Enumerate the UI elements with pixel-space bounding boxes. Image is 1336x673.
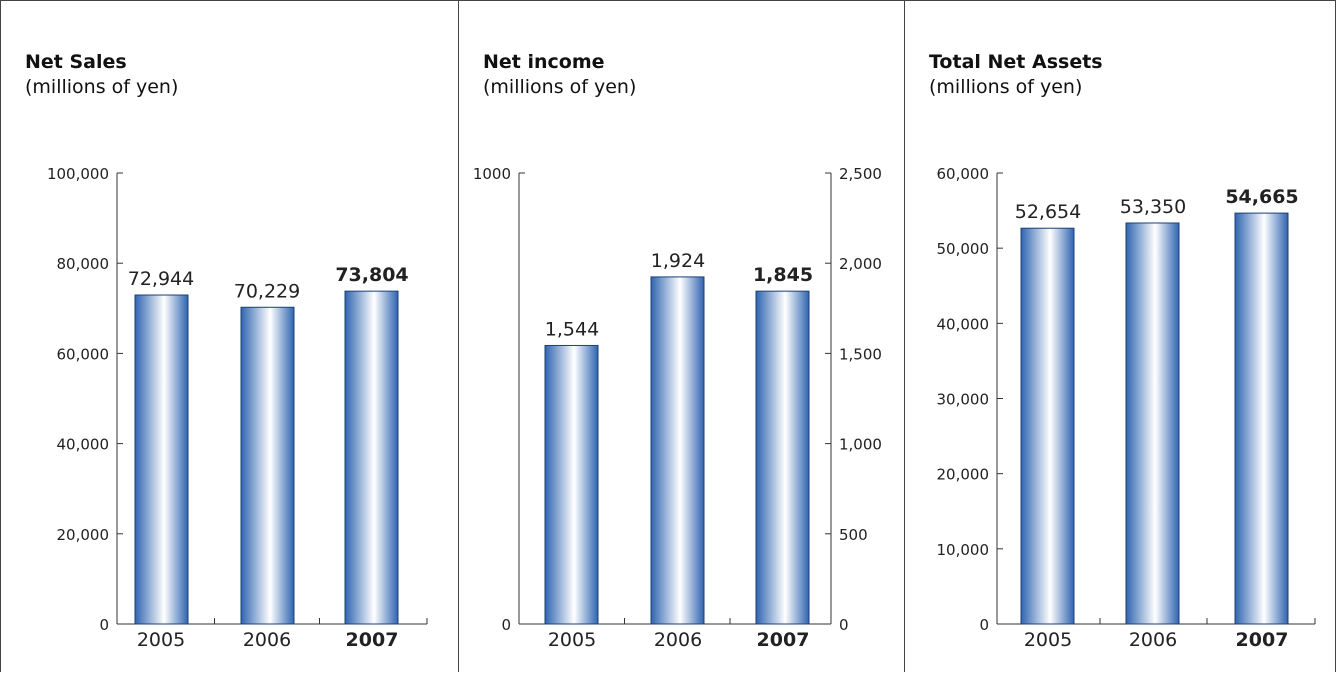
y-tick-label-left: 1000	[473, 165, 511, 183]
y-tick-label: 60,000	[57, 345, 110, 363]
data-label: 54,665	[1225, 186, 1298, 208]
chart-title: Total Net Assets	[929, 51, 1103, 73]
y-tick-label: 500	[839, 526, 868, 544]
y-tick-label: 40,000	[937, 315, 990, 333]
y-tick-label: 0	[839, 616, 849, 634]
y-tick-label: 1,500	[839, 345, 882, 363]
y-tick-label: 0	[979, 616, 989, 634]
chart-subtitle: (millions of yen)	[929, 76, 1083, 98]
bar-2006	[650, 276, 705, 625]
chart-subtitle: (millions of yen)	[25, 76, 179, 98]
bar-2007	[344, 290, 399, 625]
data-label: 1,924	[651, 250, 705, 272]
chart-panel-net-sales: Net Sales (millions of yen) 0 20,000 40,00…	[0, 0, 458, 672]
chart-panel-net-income: Net income (millions of yen) 0 1000 0 500 1,…	[458, 0, 904, 672]
y-tick-label: 10,000	[937, 541, 990, 559]
x-tick-label: 2007	[346, 629, 399, 651]
net-sales-chart: 0 20,000 40,000 60,000 80,000 100,000 72,944 20…	[47, 165, 428, 651]
bar-2005	[1020, 227, 1075, 625]
data-label: 1,544	[545, 318, 599, 340]
bar-2007	[1234, 212, 1289, 625]
data-label: 53,350	[1120, 196, 1186, 218]
data-label: 73,804	[335, 264, 408, 286]
x-tick-label: 2007	[757, 629, 810, 651]
y-tick-label: 20,000	[57, 526, 110, 544]
y-tick-label: 2,000	[839, 255, 882, 273]
bar-2005	[544, 344, 599, 625]
data-label: 72,944	[128, 268, 194, 290]
chart-subtitle: (millions of yen)	[483, 76, 637, 98]
chart-title: Net Sales	[25, 51, 127, 73]
bar-2006	[240, 306, 295, 625]
y-tick-label: 2,500	[839, 165, 882, 183]
y-tick-label: 50,000	[937, 240, 990, 258]
y-tick-label: 30,000	[937, 391, 990, 409]
chart-panel-total-net-assets: Total Net Assets (millions of yen) 0 10,0…	[904, 0, 1336, 672]
x-tick-label: 2006	[243, 629, 291, 651]
y-tick-label: 100,000	[47, 165, 109, 183]
bar-2005	[134, 294, 189, 625]
x-tick-label: 2007	[1236, 629, 1289, 651]
y-tick-label: 40,000	[57, 436, 110, 454]
y-tick-label: 20,000	[937, 466, 990, 484]
data-label: 52,654	[1015, 201, 1081, 223]
bar-2007	[755, 290, 810, 625]
total-net-assets-chart: 0 10,000 20,000 30,000 40,000 50,000 60,000 52,…	[937, 165, 1316, 651]
data-label: 70,229	[234, 280, 300, 302]
x-tick-label: 2005	[1024, 629, 1072, 651]
x-tick-label: 2006	[654, 629, 702, 651]
x-tick-label: 2005	[137, 629, 185, 651]
net-income-chart: 0 1000 0 500 1,000 1,500 2,000 2,500 1,544 2005 1,…	[473, 165, 882, 651]
y-tick-label: 80,000	[57, 255, 110, 273]
data-label: 1,845	[753, 264, 813, 286]
x-tick-label: 2005	[548, 629, 596, 651]
y-tick-label: 60,000	[937, 165, 990, 183]
bar-2006	[1125, 222, 1180, 625]
x-tick-label: 2006	[1129, 629, 1177, 651]
chart-title: Net income	[483, 51, 605, 73]
y-tick-label: 1,000	[839, 436, 882, 454]
y-tick-label: 0	[99, 616, 109, 634]
y-tick-label-left: 0	[501, 616, 511, 634]
